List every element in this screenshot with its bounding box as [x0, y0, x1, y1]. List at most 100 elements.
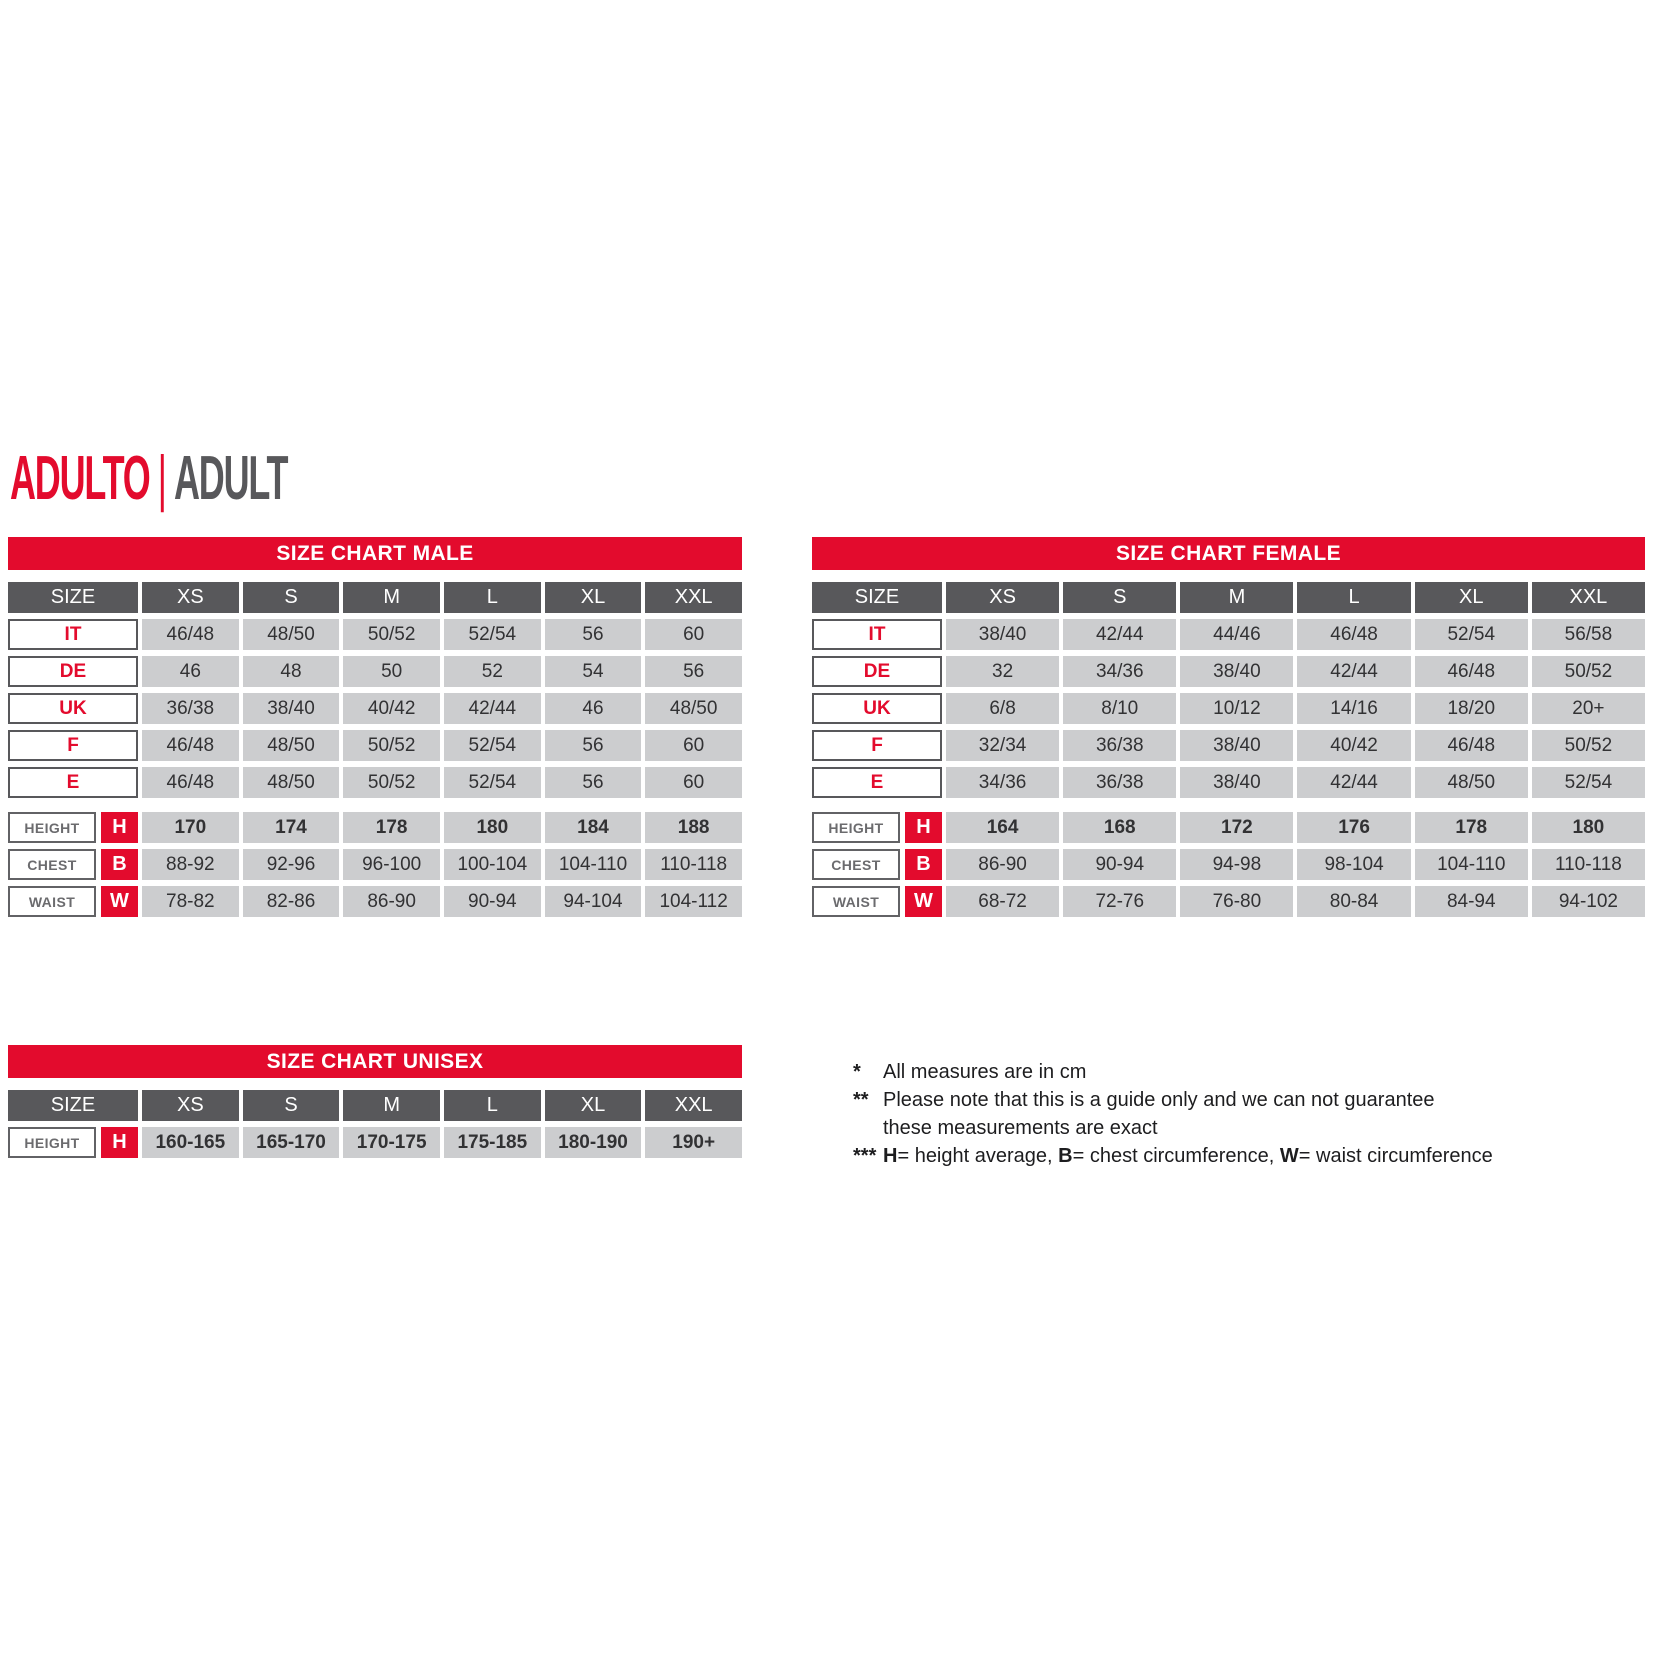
footnote-text: All measures are in cm	[883, 1058, 1086, 1086]
size-corner-header: SIZE	[8, 1090, 138, 1121]
measure-letter-badge: W	[905, 886, 942, 917]
measure-value: 96-100	[343, 849, 440, 880]
measure-letter-badge: B	[101, 849, 138, 880]
size-value: 52/54	[443, 730, 541, 761]
footnotes: * All measures are in cm ** Please note tha…	[853, 1058, 1643, 1170]
size-value: 56/58	[1531, 619, 1645, 650]
column-header-xxl: XXL	[1531, 582, 1645, 613]
size-value: 40/42	[1297, 730, 1411, 761]
row-label-de: DE	[812, 656, 942, 687]
footnote-line: * All measures are in cm	[853, 1058, 1643, 1086]
table-grid-male: SIZE XS S M L XL XXL IT 46/48 48/50 50/52 52/54 56 60…	[8, 582, 742, 917]
measure-label-box: WAIST	[8, 886, 96, 917]
measure-value: 188	[645, 812, 742, 843]
measure-value: 170-175	[343, 1127, 440, 1158]
size-chart-female-table: SIZE CHART FEMALE SIZE XS S M L XL XXL IT 38/40 42…	[812, 537, 1645, 917]
measure-label-height: HEIGHT H	[8, 1127, 138, 1158]
column-header-xs: XS	[142, 1090, 239, 1121]
size-value: 34/36	[946, 767, 1060, 798]
column-header-m: M	[343, 582, 440, 613]
table-grid-unisex: SIZE XS S M L XL XXL HEIGHT H 160-165 165-170 170-1…	[8, 1090, 742, 1158]
size-value: 6/8	[946, 693, 1060, 724]
size-value: 14/16	[1297, 693, 1411, 724]
size-chart-male-table: SIZE CHART MALE SIZE XS S M L XL XXL IT 46/48 48/5…	[8, 537, 742, 917]
footnote-marker: **	[853, 1089, 869, 1111]
size-value: 50/52	[1531, 656, 1645, 687]
size-value: 46/48	[1414, 656, 1528, 687]
size-value: 20+	[1531, 693, 1645, 724]
table-title-male: SIZE CHART MALE	[8, 537, 742, 570]
measure-value: 175-185	[443, 1127, 541, 1158]
column-header-m: M	[343, 1090, 440, 1121]
page-title-separator: |	[157, 444, 167, 513]
size-value: 36/38	[142, 693, 239, 724]
row-spacer	[812, 804, 1645, 806]
footnote-text: these measurements are exact	[883, 1114, 1158, 1142]
size-value: 52/54	[1414, 619, 1528, 650]
size-value: 46/48	[142, 767, 239, 798]
footnote-line: ** Please note that this is a guide only …	[853, 1086, 1643, 1114]
measure-value: 104-110	[544, 849, 642, 880]
footnote-line: *** H= height average, B= chest circumfer…	[853, 1142, 1643, 1170]
size-value: 54	[544, 656, 642, 687]
size-value: 32	[946, 656, 1060, 687]
size-value: 50/52	[343, 767, 440, 798]
size-value: 38/40	[1180, 730, 1294, 761]
size-value: 46	[544, 693, 642, 724]
page-title-primary: ADULTO	[10, 444, 151, 513]
size-value: 46/48	[1414, 730, 1528, 761]
size-value: 50	[343, 656, 440, 687]
measure-value: 104-110	[1414, 849, 1528, 880]
size-value: 52/54	[443, 767, 541, 798]
measure-letter-badge: B	[905, 849, 942, 880]
size-value: 56	[544, 767, 642, 798]
size-value: 40/42	[343, 693, 440, 724]
footnote-segment: these measurements are exact	[883, 1117, 1158, 1139]
footnote-segment: = height average,	[897, 1145, 1059, 1167]
measure-label-waist: WAIST W	[8, 886, 138, 917]
measure-value: 80-84	[1297, 886, 1411, 917]
measure-value: 172	[1180, 812, 1294, 843]
measure-value: 94-104	[544, 886, 642, 917]
table-title-female: SIZE CHART FEMALE	[812, 537, 1645, 570]
measure-label-box: CHEST	[8, 849, 96, 880]
measure-value: 170	[142, 812, 239, 843]
footnote-segment: All measures are in cm	[883, 1061, 1087, 1083]
measure-value: 160-165	[142, 1127, 239, 1158]
size-value: 46	[142, 656, 239, 687]
column-header-xxl: XXL	[645, 582, 742, 613]
row-label-e: E	[812, 767, 942, 798]
measure-value: 90-94	[443, 886, 541, 917]
measure-letter-badge: H	[101, 1127, 138, 1158]
measure-letter-badge: W	[101, 886, 138, 917]
measure-value: 94-102	[1531, 886, 1645, 917]
size-value: 36/38	[1063, 730, 1177, 761]
footnote-segment: B	[1058, 1145, 1073, 1167]
column-header-xxl: XXL	[645, 1090, 742, 1121]
column-header-xs: XS	[142, 582, 239, 613]
measure-label-height: HEIGHT H	[812, 812, 942, 843]
footnote-segment: H	[883, 1145, 898, 1167]
measure-value: 174	[242, 812, 340, 843]
page-title: ADULTO | ADULT	[10, 448, 288, 510]
measure-value: 88-92	[142, 849, 239, 880]
size-value: 56	[645, 656, 742, 687]
measure-label-chest: CHEST B	[8, 849, 138, 880]
measure-value: 100-104	[443, 849, 541, 880]
table-grid-female: SIZE XS S M L XL XXL IT 38/40 42/44 44/46 46/48 52/5…	[812, 582, 1645, 917]
row-label-e: E	[8, 767, 138, 798]
size-value: 50/52	[343, 619, 440, 650]
footnote-marker	[853, 1114, 883, 1142]
size-value: 52	[443, 656, 541, 687]
measure-value: 82-86	[242, 886, 340, 917]
size-value: 52/54	[443, 619, 541, 650]
size-value: 56	[544, 730, 642, 761]
size-corner-header: SIZE	[812, 582, 942, 613]
footnote-segment: = waist circumference	[1298, 1145, 1493, 1167]
column-header-xl: XL	[544, 582, 642, 613]
size-value: 46/48	[142, 730, 239, 761]
measure-value: 178	[343, 812, 440, 843]
measure-value: 190+	[645, 1127, 742, 1158]
measure-label-box: HEIGHT	[8, 1127, 96, 1158]
row-label-f: F	[8, 730, 138, 761]
